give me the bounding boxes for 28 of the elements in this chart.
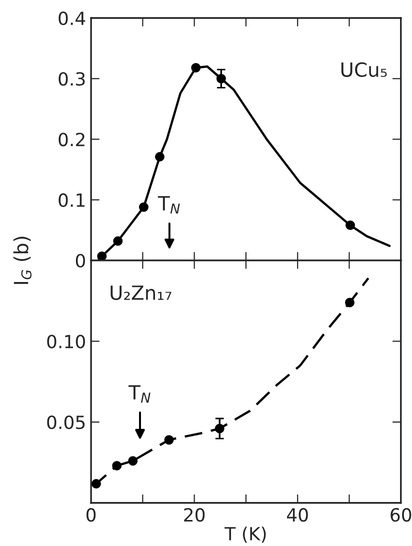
x-tick-label: 0: [86, 508, 96, 522]
point: [164, 435, 174, 445]
point: [128, 456, 138, 466]
point: [154, 152, 164, 162]
point: [191, 62, 201, 72]
x-tick-label: 40: [286, 508, 308, 522]
point: [113, 236, 123, 246]
y-axis-title: I$_{G}$ (b): [13, 236, 32, 284]
x-tick-label: 20: [184, 508, 205, 522]
annotation: T$_{N}$: [128, 385, 150, 403]
y-tick-label: 0.2: [58, 132, 84, 146]
text: UCu₅: [341, 62, 387, 77]
y-tick-label: 0: [76, 254, 85, 268]
y-tick-label: 0.10: [47, 334, 85, 348]
text: U₂Zn₁₇: [110, 286, 172, 300]
y-tick-label: 0.3: [58, 72, 85, 86]
point: [345, 298, 355, 308]
point: [91, 479, 101, 489]
point: [346, 220, 356, 230]
y-tick-label: 0.1: [58, 193, 85, 207]
x-axis-title: T (K): [224, 526, 266, 543]
point: [97, 251, 107, 260]
y-tick-label: 0.4: [58, 11, 86, 26]
point: [112, 460, 122, 470]
y-tick-label: 0.05: [47, 416, 85, 430]
annotation: T$_{N}$: [158, 196, 180, 214]
x-tick-label: 60: [390, 508, 412, 522]
point: [138, 202, 148, 212]
